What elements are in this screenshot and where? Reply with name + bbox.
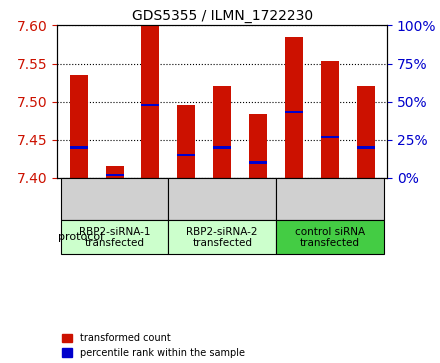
Bar bbox=[285, 111, 303, 114]
Bar bbox=[357, 146, 374, 148]
Text: RBP2-siRNA-2
transfected: RBP2-siRNA-2 transfected bbox=[187, 227, 258, 248]
FancyBboxPatch shape bbox=[276, 220, 384, 254]
Legend: transformed count, percentile rank within the sample: transformed count, percentile rank withi… bbox=[62, 333, 245, 358]
Bar bbox=[249, 114, 267, 178]
Bar bbox=[321, 135, 339, 138]
FancyBboxPatch shape bbox=[169, 220, 276, 254]
Bar bbox=[142, 25, 159, 178]
FancyBboxPatch shape bbox=[169, 178, 276, 220]
FancyBboxPatch shape bbox=[276, 178, 384, 220]
Bar bbox=[213, 146, 231, 148]
Bar bbox=[142, 103, 159, 106]
Bar bbox=[70, 75, 88, 178]
Bar bbox=[177, 106, 195, 178]
Title: GDS5355 / ILMN_1722230: GDS5355 / ILMN_1722230 bbox=[132, 9, 313, 23]
FancyBboxPatch shape bbox=[61, 220, 169, 254]
Bar bbox=[106, 174, 124, 176]
Bar bbox=[321, 61, 339, 178]
Bar bbox=[177, 154, 195, 156]
FancyBboxPatch shape bbox=[61, 178, 169, 220]
Bar bbox=[357, 86, 374, 178]
Bar bbox=[249, 162, 267, 164]
Bar bbox=[70, 146, 88, 148]
Bar bbox=[285, 37, 303, 178]
Text: control siRNA
transfected: control siRNA transfected bbox=[295, 227, 365, 248]
Bar bbox=[106, 167, 124, 178]
Bar bbox=[213, 86, 231, 178]
Text: RBP2-siRNA-1
transfected: RBP2-siRNA-1 transfected bbox=[79, 227, 150, 248]
Text: protocol: protocol bbox=[58, 232, 103, 242]
